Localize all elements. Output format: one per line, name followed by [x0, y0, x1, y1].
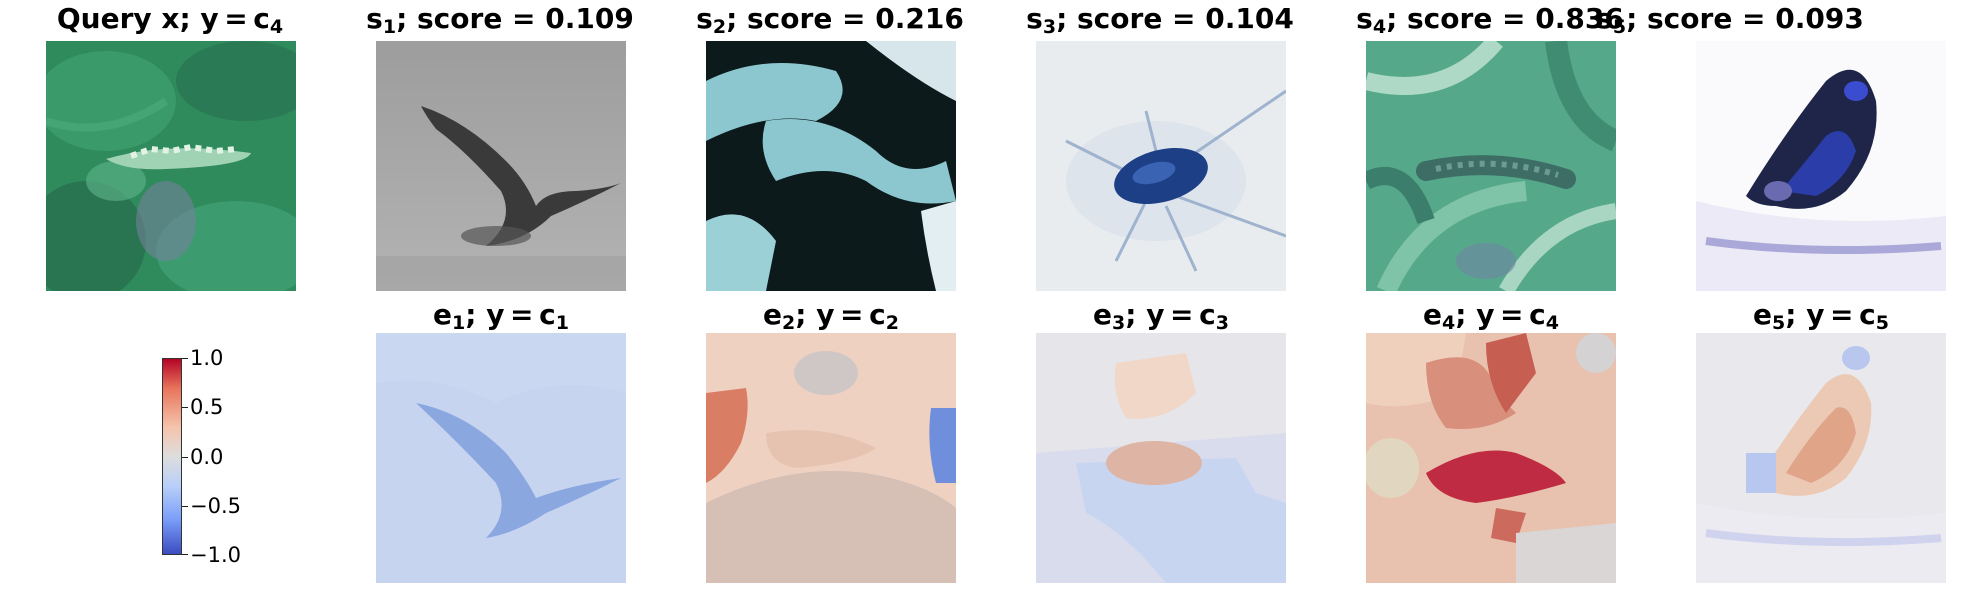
colorbar-tick-label: 1.0 — [190, 346, 224, 370]
explanation-4-title: e4; y = c4 — [1423, 298, 1559, 334]
sample-5-image — [1696, 41, 1946, 291]
sample-3-image — [1036, 41, 1286, 291]
colorbar-tick — [182, 358, 188, 359]
colorbar-tick-label: 0.0 — [190, 445, 224, 469]
sample-2-image — [706, 41, 956, 291]
sample-1-title: s1; score = 0.109 — [366, 2, 634, 38]
explanation-5-heatmap — [1696, 333, 1946, 583]
explanation-1-title: e1; y = c1 — [433, 298, 569, 334]
sample-4-title: s4; score = 0.836 — [1356, 2, 1624, 38]
explanation-2-heatmap — [706, 333, 956, 583]
colorbar-tick-label: 0.5 — [190, 395, 224, 419]
colorbar-tick-label: −1.0 — [190, 543, 241, 567]
colorbar-tick — [182, 457, 188, 458]
query-title: Query x; y = c4 — [56, 2, 284, 38]
colorbar-tick — [182, 506, 188, 507]
sample-2-title: s2; score = 0.216 — [696, 2, 964, 38]
explanation-2-title: e2; y = c2 — [763, 298, 899, 334]
colorbar — [162, 358, 182, 555]
sample-1-image — [376, 41, 626, 291]
colorbar-tick — [182, 554, 188, 555]
explanation-5-title: e5; y = c5 — [1753, 298, 1889, 334]
colorbar-tick — [182, 407, 188, 408]
explanation-3-heatmap — [1036, 333, 1286, 583]
sample-4-image — [1366, 41, 1616, 291]
explanation-1-heatmap — [376, 333, 626, 583]
sample-5-title: s5; score = 0.093 — [1596, 2, 1864, 38]
explanation-3-title: e3; y = c3 — [1093, 298, 1229, 334]
query-image — [46, 41, 296, 291]
explanation-4-heatmap — [1366, 333, 1616, 583]
sample-3-title: s3; score = 0.104 — [1026, 2, 1294, 38]
colorbar-tick-label: −0.5 — [190, 494, 241, 518]
